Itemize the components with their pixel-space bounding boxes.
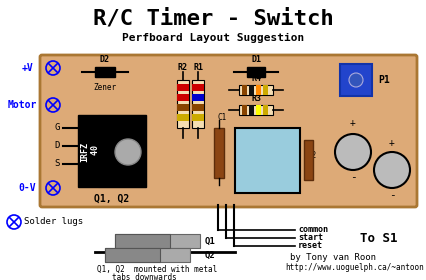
Text: +: + [389,138,395,148]
Text: 4: 4 [292,181,297,190]
Bar [304,140,313,180]
FancyBboxPatch shape [192,80,204,128]
Text: start: start [298,234,323,242]
Text: by Tony van Roon: by Tony van Roon [290,253,376,263]
Bar [249,85,254,95]
Text: Motor: Motor [7,100,37,110]
Bar [256,105,261,115]
Bar [78,115,146,187]
Text: R1: R1 [193,63,203,72]
Text: Q1: Q1 [205,237,216,246]
Bar [115,234,170,248]
Circle shape [335,134,371,170]
Bar [263,85,268,95]
Text: C2: C2 [308,151,317,160]
Text: common: common [298,225,328,235]
Bar [115,234,200,248]
Bar [235,128,300,193]
Text: Q2: Q2 [205,251,216,260]
Text: D2: D2 [100,55,110,64]
Text: reset: reset [298,241,323,251]
Bar [214,128,224,178]
FancyBboxPatch shape [239,85,273,95]
Text: 5: 5 [292,132,297,141]
Circle shape [374,152,410,188]
Bar [192,104,204,111]
Bar [177,104,189,111]
Text: +V: +V [22,63,34,73]
FancyBboxPatch shape [177,80,189,128]
Text: S: S [55,160,60,169]
Text: R3: R3 [251,94,261,103]
Text: To S1: To S1 [360,232,397,244]
Bar [105,248,160,262]
Text: C1: C1 [218,113,227,123]
Bar [95,67,115,77]
Text: Zener: Zener [93,83,117,92]
Text: -: - [350,172,357,182]
Bar [177,114,189,121]
Text: 1: 1 [238,181,243,190]
Bar [192,84,204,91]
Text: http://www.uoguelph.ca/~antoon: http://www.uoguelph.ca/~antoon [285,263,424,272]
Text: Solder lugs: Solder lugs [24,218,83,227]
Circle shape [115,139,141,165]
FancyBboxPatch shape [239,105,273,115]
Bar [263,105,268,115]
Bar [192,114,204,121]
Text: G: G [55,123,60,132]
Text: Q1, Q2: Q1, Q2 [95,194,130,204]
FancyBboxPatch shape [40,55,417,207]
Text: Q1, Q2  mounted with metal: Q1, Q2 mounted with metal [97,265,217,274]
Bar [247,67,265,77]
Bar [192,94,204,101]
Text: 0-V: 0-V [18,183,36,193]
Bar [177,84,189,91]
Bar [256,85,261,95]
Text: -: - [389,190,395,200]
Text: tabs downwards: tabs downwards [112,273,177,280]
Text: R4: R4 [251,74,261,83]
Text: P1: P1 [378,75,390,85]
Bar [249,105,254,115]
Bar [177,94,189,101]
Text: C5: C5 [348,148,358,157]
Bar [242,85,247,95]
Bar [98,115,146,187]
Bar [105,248,190,262]
Text: R/C Timer - Switch: R/C Timer - Switch [92,8,334,28]
Text: R2: R2 [178,63,188,72]
Circle shape [349,73,363,87]
Text: IC1: IC1 [257,155,277,165]
Text: +: + [350,118,356,128]
Text: Perfboard Layout Suggestion: Perfboard Layout Suggestion [122,33,304,43]
Text: D1: D1 [251,55,261,64]
Text: 8: 8 [238,132,243,141]
Bar [242,105,247,115]
Text: IRFZ
 40: IRFZ 40 [80,142,100,162]
Text: C6: C6 [387,165,397,174]
Text: D: D [55,141,60,151]
Bar [340,64,372,96]
